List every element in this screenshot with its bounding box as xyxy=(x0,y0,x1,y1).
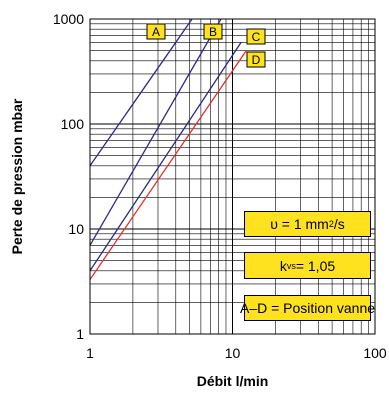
viscosity-prefix: υ = 1 mm xyxy=(270,216,329,232)
series-lines xyxy=(89,18,247,280)
series-tag-d-label: D xyxy=(252,53,261,67)
viscosity-suffix: /s xyxy=(333,216,345,232)
y-tick-label: 1000 xyxy=(53,11,84,27)
series-line-b xyxy=(89,18,222,246)
tick-labels: 1 10 100 1 10 100 1000 xyxy=(53,11,387,361)
viscosity-annotation: υ = 1 mm 2/s xyxy=(244,211,371,237)
x-tick-label: 100 xyxy=(363,345,387,361)
kvs-subscript: vs xyxy=(286,260,296,271)
series-tag-c-box xyxy=(246,28,266,45)
kvs-prefix: k xyxy=(279,257,287,274)
y-tick-label: 10 xyxy=(68,221,84,237)
position-note: A–D = Position vanne xyxy=(240,295,375,321)
series-line-c xyxy=(89,41,242,272)
series-tag-a-label: A xyxy=(152,25,160,39)
series-tags: A B CD xyxy=(146,23,266,68)
grid xyxy=(90,19,375,334)
y-tick-label: 100 xyxy=(61,116,85,132)
y-tick-label: 1 xyxy=(76,326,84,342)
x-tick-label: 1 xyxy=(86,345,94,361)
series-tag-c-label: C xyxy=(252,30,261,44)
series-line-a xyxy=(89,18,193,167)
series-tag-b-label: B xyxy=(209,25,217,39)
series-tag-a-box xyxy=(146,23,166,40)
position-note-text: A–D = Position vanne xyxy=(239,300,376,316)
x-tick-label: 10 xyxy=(225,345,241,361)
plot-frame xyxy=(89,18,376,335)
series-tag-b-box xyxy=(203,23,223,40)
kvs-annotation: k vs = 1,05 xyxy=(244,252,371,279)
y-axis-label: Perte de pression mbar xyxy=(9,98,25,254)
x-axis-label: Débit l/min xyxy=(197,373,269,389)
series-tag-d-box xyxy=(246,51,266,68)
viscosity-exponent: 2 xyxy=(328,219,334,229)
series-line-d xyxy=(89,50,247,280)
kvs-suffix: = 1,05 xyxy=(295,257,336,274)
